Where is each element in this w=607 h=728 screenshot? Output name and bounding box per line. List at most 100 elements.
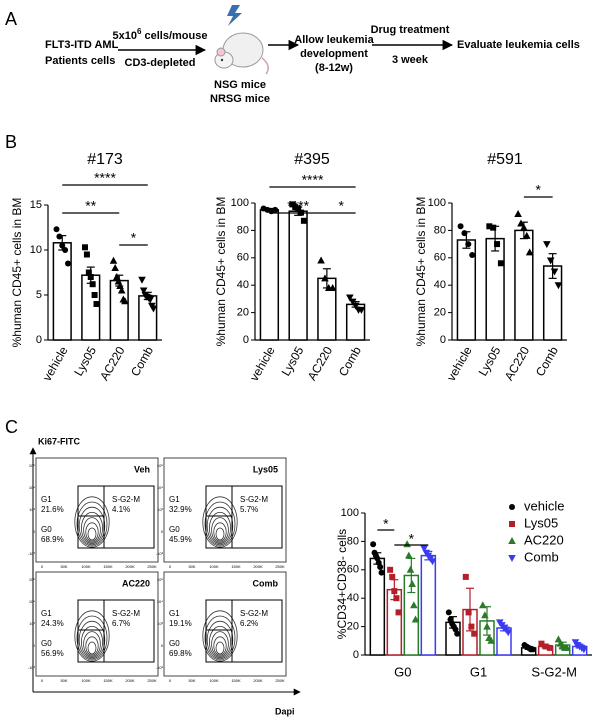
data-point [517, 219, 525, 227]
contour [87, 641, 97, 655]
data-point [377, 563, 384, 570]
dose-text: 5x106 cells/mouse [113, 27, 208, 42]
flow-x-tick: 50K [188, 678, 195, 683]
data-point [109, 256, 118, 264]
data-point [317, 256, 325, 264]
contour [215, 641, 225, 655]
flow-x-tick: 100K [81, 564, 91, 569]
data-point [89, 281, 96, 288]
y-tick-label: 0 [243, 334, 249, 346]
chart-title: #591 [487, 151, 523, 168]
mice-text: NSG mice [214, 79, 266, 91]
y-tick-label: 60 [237, 252, 249, 264]
gate-pct: 19.1% [169, 619, 192, 628]
bar [138, 295, 158, 341]
y-tick-label: 0 [353, 649, 359, 661]
flow-x-tick: 250K [147, 564, 157, 569]
bar [420, 554, 437, 656]
flow-y-tick: 10³ [29, 507, 35, 512]
y-tick-label: 10 [30, 244, 42, 256]
flow-x-tick: 100K [209, 678, 219, 683]
dose-base: 5x10 [113, 30, 137, 42]
gate-label: G1 [169, 495, 180, 504]
mice-text: NRSG mice [210, 93, 270, 105]
data-point [328, 283, 337, 291]
flow-y-tick: 10⁴ [157, 485, 163, 490]
gate-pct: 32.9% [169, 505, 192, 514]
contour [204, 615, 236, 661]
data-point [546, 644, 553, 651]
data-point [389, 573, 396, 580]
x-tick-label: Comb [128, 344, 156, 379]
contour [208, 626, 231, 659]
data-point [395, 609, 402, 616]
data-point [149, 305, 158, 313]
significance-label: * [409, 531, 415, 547]
gate-label: G1 [41, 495, 52, 504]
data-point [357, 306, 366, 314]
data-point [445, 609, 452, 616]
significance-label: **** [94, 170, 116, 186]
duration-text: 3 week [392, 54, 429, 66]
data-point [85, 269, 92, 276]
x-tick-label: AC220 [305, 344, 336, 383]
data-point [546, 257, 555, 265]
panel-label: B [5, 132, 17, 152]
data-point [53, 226, 60, 233]
bar [485, 237, 505, 341]
significance-label: * [131, 230, 137, 246]
significance-label: * [536, 182, 542, 198]
gate-label: G1 [41, 609, 52, 618]
y-axis-label: %human CD45+ cells in BM [214, 197, 228, 347]
data-point [300, 217, 307, 224]
data-point [64, 260, 71, 267]
contour [204, 501, 236, 547]
x-tick-label: Lys05 [71, 344, 99, 379]
contour [211, 631, 229, 657]
data-point [117, 286, 126, 294]
contour [78, 506, 106, 546]
gate-label: G0 [169, 639, 180, 648]
y-tick-label: 15 [30, 199, 42, 211]
data-point [408, 580, 416, 587]
flow-x-tick: 250K [147, 678, 157, 683]
gate-pct: 21.6% [41, 505, 64, 514]
gate-label: S-G2-M [240, 495, 268, 504]
gate-pct: 68.9% [41, 535, 64, 544]
flow-y-tick: 10⁵ [29, 463, 35, 468]
y-tick-label: 100 [231, 197, 249, 209]
flow-x-tick: 200K [253, 678, 263, 683]
data-point [497, 260, 504, 267]
data-point [410, 601, 418, 609]
treatment-text: Drug treatment [371, 24, 450, 36]
flow-y-tick: -10³ [28, 551, 36, 556]
y-tick-label: 60 [347, 564, 359, 576]
flow-y-label: Ki67-FITC [38, 436, 81, 446]
flow-y-tick: 10⁵ [29, 577, 35, 582]
y-tick-label: 40 [237, 279, 249, 291]
bar [514, 229, 534, 341]
data-point [454, 630, 461, 637]
contour [208, 512, 231, 545]
data-point [514, 209, 522, 217]
contour [83, 517, 101, 543]
flow-x-tick: 100K [81, 678, 91, 683]
data-point [420, 545, 428, 553]
development-text: Allow leukemia [294, 34, 374, 46]
data-point [405, 551, 413, 559]
chart-title: #173 [87, 151, 123, 168]
x-tick-label: Lys05 [279, 344, 307, 379]
y-tick-label: 20 [347, 621, 359, 633]
contour [213, 522, 227, 542]
data-point [82, 244, 89, 251]
flow-y-tick: 0 [161, 643, 164, 648]
data-point [487, 636, 495, 644]
data-point [490, 224, 497, 231]
flow-y-tick: 10³ [157, 621, 163, 626]
source-text: Patients cells [45, 55, 115, 67]
gate-pct: 6.7% [112, 619, 130, 628]
data-point [111, 264, 119, 271]
plot-name: Veh [134, 464, 150, 474]
gate-pct: 5.7% [240, 505, 258, 514]
